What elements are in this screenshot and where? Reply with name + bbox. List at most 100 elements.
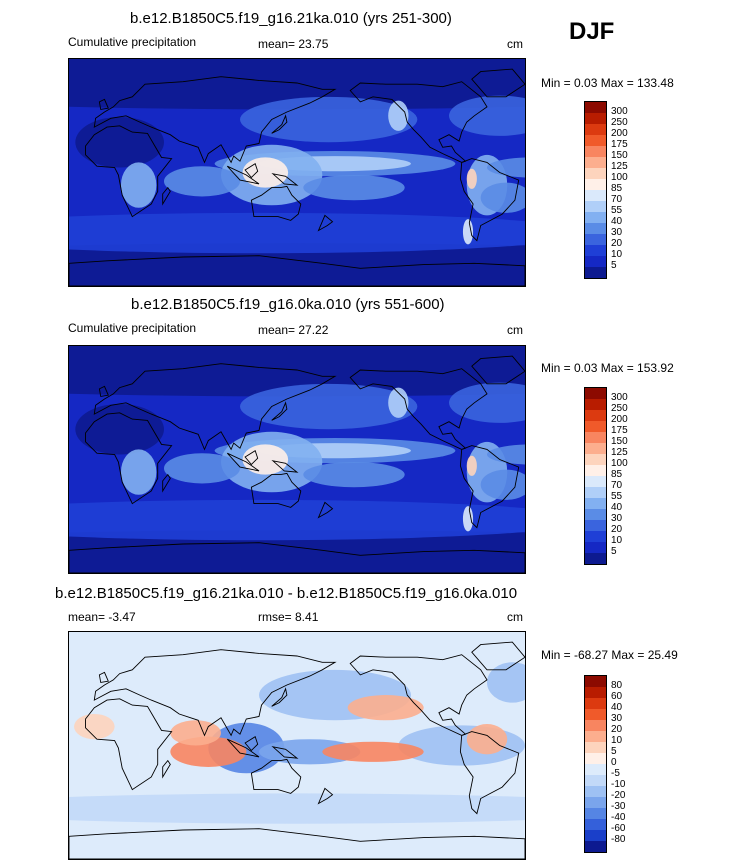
panel3-colorbar-tick-label: 60 [611, 691, 623, 702]
season-label: DJF [569, 18, 615, 45]
panel1-colorbar-tick-label: 10 [611, 249, 623, 260]
panel2-colorbar-segment [585, 498, 606, 509]
panel2-colorbar-segment [585, 509, 606, 520]
panel1-colorbar-tick-label: 5 [611, 260, 617, 271]
panel2-map [68, 345, 526, 574]
panel1-colorbar [584, 101, 607, 279]
panel3-colorbar-segment [585, 808, 606, 819]
panel2-colorbar-segment [585, 465, 606, 476]
panel1-colorbar-segment [585, 113, 606, 124]
panel2-colorbar-tick-label: 100 [611, 458, 628, 469]
panel1-colorbar-tick-label: 55 [611, 205, 623, 216]
panel2-colorbar-tick-label: 250 [611, 403, 628, 414]
panel1-colorbar-segment [585, 201, 606, 212]
panel1-colorbar-tick-label: 100 [611, 172, 628, 183]
panel1-colorbar-tick-label: 200 [611, 128, 628, 139]
panel3-colorbar-tick-label: -80 [611, 834, 626, 845]
panel1-field [69, 59, 525, 286]
panel1-colorbar-segment [585, 234, 606, 245]
panel2-colorbar-segment [585, 399, 606, 410]
panel3-colorbar-segment [585, 775, 606, 786]
panel2-mean-label: mean= 27.22 [258, 323, 329, 337]
panel1-left-label: Cumulative precipitation [68, 35, 197, 49]
panel2-colorbar-segment [585, 454, 606, 465]
panel1-minmax: Min = 0.03 Max = 133.48 [541, 76, 674, 90]
panel1-colorbar-segment [585, 245, 606, 256]
panel3-colorbar-segment [585, 819, 606, 830]
panel1-colorbar-tick-label: 125 [611, 161, 628, 172]
panel3-colorbar-tick-label: 80 [611, 680, 623, 691]
panel2-left-label: Cumulative precipitation [68, 321, 197, 335]
panel3-rmse-label: rmse= 8.41 [258, 610, 319, 624]
panel1-units-label: cm [507, 37, 523, 51]
panel3-colorbar-tick-label: -40 [611, 812, 626, 823]
panel3-minmax: Min = -68.27 Max = 25.49 [541, 648, 678, 662]
panel2-colorbar-tick-label: 20 [611, 524, 623, 535]
panel1-colorbar-segment [585, 190, 606, 201]
panel1-colorbar-tick-label: 150 [611, 150, 628, 161]
panel2-colorbar-tick-label: 300 [611, 392, 628, 403]
panel1-colorbar-tick-label: 85 [611, 183, 623, 194]
panel3-title: b.e12.B1850C5.f19_g16.21ka.010 - b.e12.B… [55, 585, 518, 602]
panel2-colorbar-tick-label: 55 [611, 491, 623, 502]
panel1-colorbar-segment [585, 212, 606, 223]
panel3-colorbar-tick-label: -60 [611, 823, 626, 834]
panel2-colorbar [584, 387, 607, 565]
panel1-colorbar-segment [585, 267, 606, 278]
panel2-colorbar-tick-label: 85 [611, 469, 623, 480]
panel3-colorbar-tick-label: 0 [611, 757, 617, 768]
panel2-colorbar-tick-label: 175 [611, 425, 628, 436]
panel3-colorbar-segment [585, 797, 606, 808]
panel3-map [68, 631, 526, 860]
panel2-minmax: Min = 0.03 Max = 153.92 [541, 361, 674, 375]
panel3-colorbar-segment [585, 742, 606, 753]
panel2-colorbar-tick-label: 150 [611, 436, 628, 447]
panel2-colorbar-segment [585, 487, 606, 498]
panel3-mean-label: mean= -3.47 [68, 610, 136, 624]
panel2-colorbar-segment [585, 388, 606, 399]
panel2-title: b.e12.B1850C5.f19_g16.0ka.010 (yrs 551-6… [131, 296, 445, 313]
panel3-colorbar-segment [585, 720, 606, 731]
panel1-colorbar-tick-label: 250 [611, 117, 628, 128]
panel3-colorbar-segment [585, 687, 606, 698]
panel2-colorbar-segment [585, 443, 606, 454]
panel2-colorbar-tick-label: 125 [611, 447, 628, 458]
panel2-colorbar-segment [585, 520, 606, 531]
panel2-colorbar-segment [585, 421, 606, 432]
panel3-colorbar-segment [585, 731, 606, 742]
panel3-colorbar-segment [585, 698, 606, 709]
panel1-colorbar-tick-label: 300 [611, 106, 628, 117]
panel3-colorbar-tick-label: 5 [611, 746, 617, 757]
panel1-colorbar-tick-label: 175 [611, 139, 628, 150]
panel1-colorbar-segment [585, 223, 606, 234]
panel2-colorbar-tick-label: 5 [611, 546, 617, 557]
panel3-field [69, 632, 525, 859]
panel2-colorbar-tick-label: 70 [611, 480, 623, 491]
panel3-colorbar-segment [585, 764, 606, 775]
panel3-colorbar-tick-label: 40 [611, 702, 623, 713]
panel2-units-label: cm [507, 323, 523, 337]
panel3-colorbar-segment [585, 676, 606, 687]
panel3-colorbar-tick-label: 10 [611, 735, 623, 746]
panel2-colorbar-tick-label: 200 [611, 414, 628, 425]
panel2-field [69, 346, 525, 573]
panel1-colorbar-tick-label: 20 [611, 238, 623, 249]
panel1-map [68, 58, 526, 287]
panel1-colorbar-segment [585, 168, 606, 179]
panel2-colorbar-segment [585, 432, 606, 443]
panel2-colorbar-segment [585, 476, 606, 487]
panel3-colorbar [584, 675, 607, 853]
panel2-colorbar-tick-label: 40 [611, 502, 623, 513]
panel2-colorbar-segment [585, 410, 606, 421]
panel2-colorbar-segment [585, 531, 606, 542]
panel1-colorbar-segment [585, 157, 606, 168]
panel1-colorbar-segment [585, 146, 606, 157]
panel3-colorbar-tick-label: -5 [611, 768, 620, 779]
panel3-colorbar-segment [585, 830, 606, 841]
panel3-colorbar-segment [585, 709, 606, 720]
panel1-colorbar-tick-label: 70 [611, 194, 623, 205]
panel2-colorbar-segment [585, 542, 606, 553]
panel2-colorbar-tick-label: 10 [611, 535, 623, 546]
panel1-colorbar-tick-label: 30 [611, 227, 623, 238]
panel1-colorbar-tick-label: 40 [611, 216, 623, 227]
